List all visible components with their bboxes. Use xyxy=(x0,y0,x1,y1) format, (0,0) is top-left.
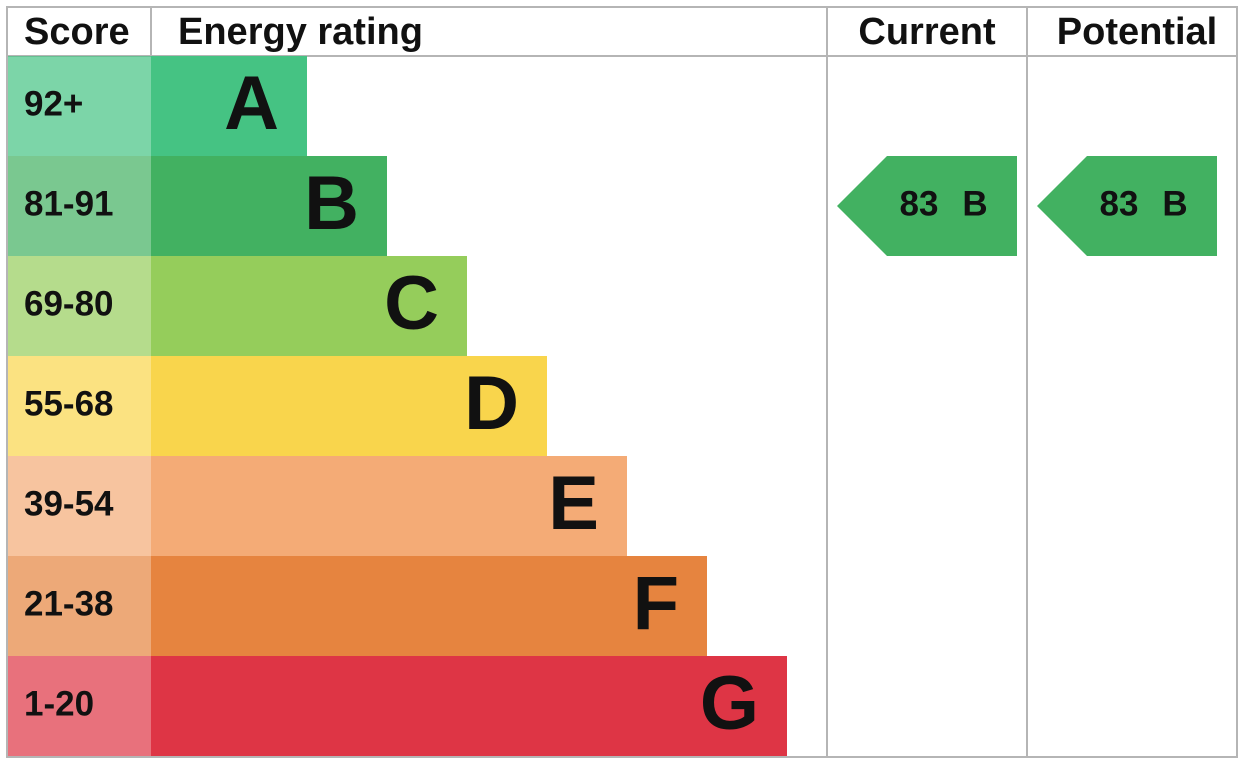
rating-letter: C xyxy=(384,261,439,346)
potential-arrow xyxy=(1037,156,1217,256)
rating-letter: B xyxy=(304,161,359,246)
potential-score: 83 xyxy=(1100,184,1139,223)
table-border xyxy=(6,6,1238,758)
score-cell xyxy=(8,56,151,156)
header-potential: Potential xyxy=(1057,11,1217,53)
score-cell xyxy=(8,356,151,456)
rating-letter: F xyxy=(633,561,679,646)
rating-bar xyxy=(151,56,307,156)
rating-bar xyxy=(151,156,387,256)
rating-letter: A xyxy=(224,61,279,146)
current-letter: B xyxy=(962,184,987,223)
score-cell xyxy=(8,156,151,256)
current-arrow xyxy=(837,156,1017,256)
potential-letter: B xyxy=(1162,184,1187,223)
score-cell xyxy=(8,656,151,756)
score-range: 39-54 xyxy=(24,484,114,523)
score-range: 1-20 xyxy=(24,684,94,723)
rating-bar xyxy=(151,656,787,756)
header-score: Score xyxy=(24,11,130,53)
score-range: 81-91 xyxy=(24,184,114,223)
score-range: 69-80 xyxy=(24,284,114,323)
score-range: 92+ xyxy=(24,84,83,123)
rating-letter: E xyxy=(548,461,599,546)
rating-letter: G xyxy=(700,661,759,746)
score-cell xyxy=(8,256,151,356)
rating-bar xyxy=(151,356,547,456)
score-cell xyxy=(8,556,151,656)
rating-bar xyxy=(151,256,467,356)
rating-bar xyxy=(151,456,627,556)
score-range: 21-38 xyxy=(24,584,114,623)
score-range: 55-68 xyxy=(24,384,114,423)
rating-bar xyxy=(151,556,707,656)
header-rating: Energy rating xyxy=(178,11,423,53)
rating-letter: D xyxy=(464,361,519,446)
current-score: 83 xyxy=(900,184,939,223)
score-cell xyxy=(8,456,151,556)
header-current: Current xyxy=(858,11,996,53)
